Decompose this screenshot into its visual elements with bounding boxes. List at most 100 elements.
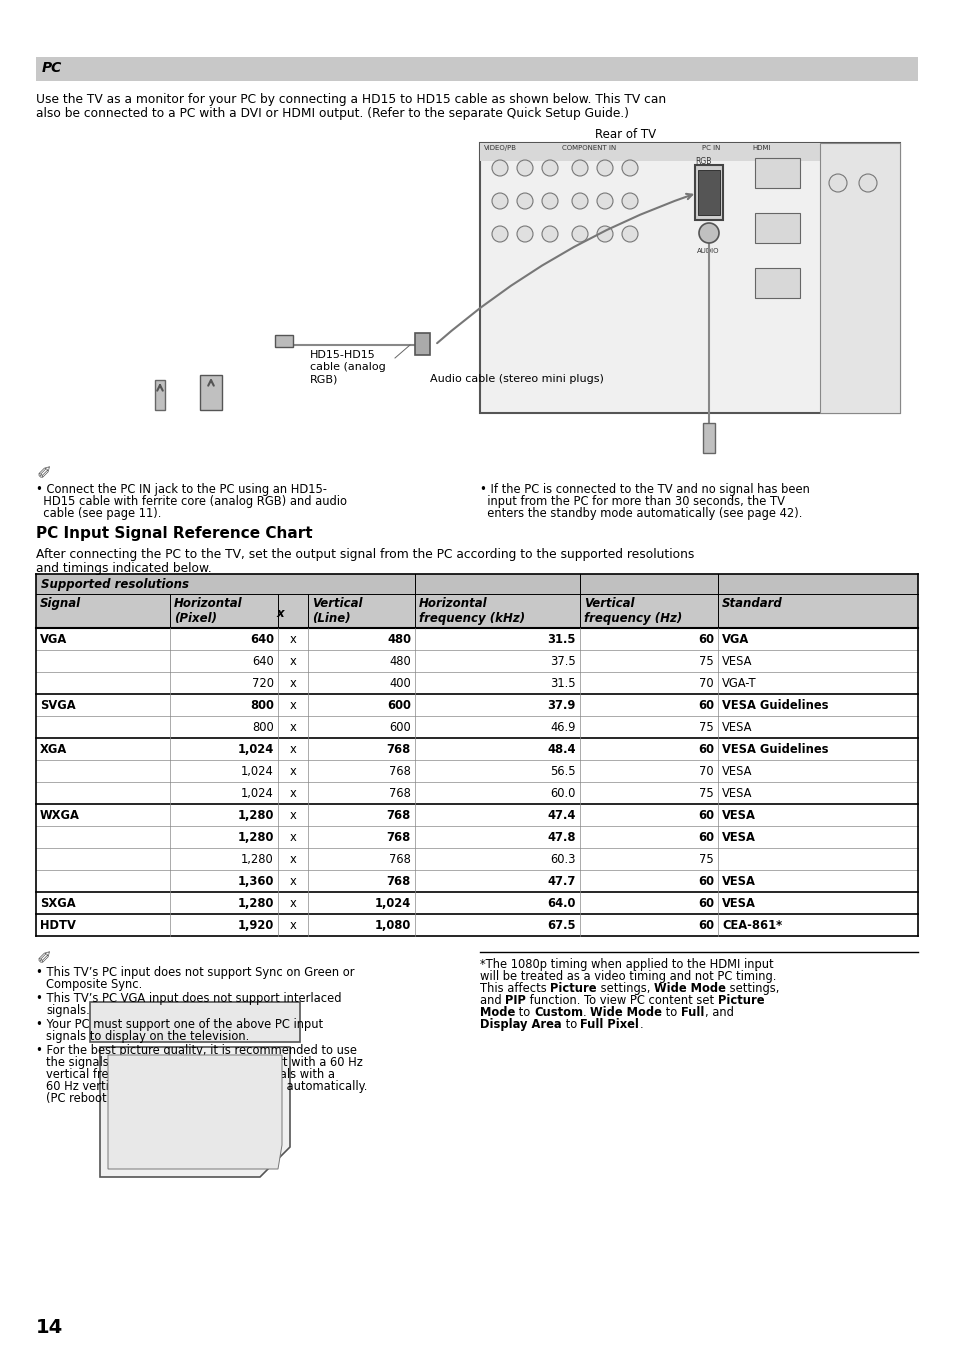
Text: 75: 75 bbox=[699, 787, 713, 801]
Circle shape bbox=[597, 160, 613, 176]
Text: PC IN: PC IN bbox=[701, 145, 720, 151]
Text: function. To view PC content set: function. To view PC content set bbox=[525, 993, 717, 1007]
Text: 1,280: 1,280 bbox=[241, 854, 274, 866]
Text: x: x bbox=[290, 875, 296, 887]
Text: 720: 720 bbox=[252, 677, 274, 689]
Text: Mode: Mode bbox=[479, 1006, 515, 1019]
Text: 47.7: 47.7 bbox=[547, 875, 576, 887]
Bar bbox=[36, 574, 917, 594]
Text: Horizontal
frequency (kHz): Horizontal frequency (kHz) bbox=[418, 597, 524, 626]
Text: Composite Sync.: Composite Sync. bbox=[46, 978, 142, 991]
Text: • This TV’s PC VGA input does not support interlaced: • This TV’s PC VGA input does not suppor… bbox=[36, 992, 341, 1006]
Circle shape bbox=[699, 223, 719, 243]
Text: This affects: This affects bbox=[479, 982, 550, 995]
Circle shape bbox=[492, 227, 507, 242]
Text: 768: 768 bbox=[389, 765, 411, 778]
Text: Custom: Custom bbox=[534, 1006, 582, 1019]
Text: PC Input Signal Reference Chart: PC Input Signal Reference Chart bbox=[36, 527, 313, 541]
Text: Rear of TV: Rear of TV bbox=[595, 128, 656, 141]
Text: will be treated as a video timing and not PC timing.: will be treated as a video timing and no… bbox=[479, 970, 776, 982]
Text: settings,: settings, bbox=[597, 982, 653, 995]
Text: 60: 60 bbox=[698, 809, 713, 822]
Text: and timings indicated below.: and timings indicated below. bbox=[36, 562, 212, 575]
Text: 600: 600 bbox=[389, 721, 411, 734]
Text: 60: 60 bbox=[698, 897, 713, 911]
Text: Full: Full bbox=[680, 1006, 704, 1019]
Text: HDTV: HDTV bbox=[40, 919, 76, 932]
Text: VESA: VESA bbox=[721, 655, 752, 668]
Text: Vertical
(Line): Vertical (Line) bbox=[312, 597, 362, 626]
Circle shape bbox=[572, 227, 587, 242]
Text: 37.9: 37.9 bbox=[547, 699, 576, 712]
Text: x: x bbox=[290, 809, 296, 822]
Bar bbox=[754, 157, 800, 189]
Text: the signals (boldfaced) in the above chart with a 60 Hz: the signals (boldfaced) in the above cha… bbox=[46, 1056, 362, 1069]
Text: Picture: Picture bbox=[550, 982, 597, 995]
Text: VGA: VGA bbox=[40, 632, 67, 646]
Bar bbox=[698, 170, 720, 214]
Bar bbox=[479, 142, 899, 161]
Text: 60: 60 bbox=[698, 830, 713, 844]
Text: 56.5: 56.5 bbox=[550, 765, 576, 778]
Circle shape bbox=[621, 193, 638, 209]
Text: 768: 768 bbox=[386, 744, 411, 756]
Text: 75: 75 bbox=[699, 854, 713, 866]
Text: .: . bbox=[582, 1006, 590, 1019]
Text: RGB): RGB) bbox=[310, 375, 338, 384]
Text: VESA Guidelines: VESA Guidelines bbox=[721, 699, 827, 712]
Text: input from the PC for more than 30 seconds, the TV: input from the PC for more than 30 secon… bbox=[479, 495, 784, 508]
Text: 31.5: 31.5 bbox=[550, 677, 576, 689]
Text: 1,920: 1,920 bbox=[237, 919, 274, 932]
Circle shape bbox=[541, 227, 558, 242]
Text: x: x bbox=[290, 854, 296, 866]
Text: 480: 480 bbox=[387, 632, 411, 646]
Text: OUTPUT: OUTPUT bbox=[821, 145, 849, 151]
Text: x: x bbox=[276, 607, 283, 620]
Text: 67.5: 67.5 bbox=[547, 919, 576, 932]
Text: 1,024: 1,024 bbox=[375, 897, 411, 911]
Bar bbox=[695, 166, 722, 220]
Text: CEA-861*: CEA-861* bbox=[721, 919, 781, 932]
Bar bbox=[754, 267, 800, 299]
Text: x: x bbox=[290, 830, 296, 844]
Text: 60: 60 bbox=[698, 699, 713, 712]
Text: x: x bbox=[290, 677, 296, 689]
Text: 70: 70 bbox=[699, 677, 713, 689]
Text: to: to bbox=[561, 1018, 579, 1031]
Text: Standard: Standard bbox=[721, 597, 781, 611]
Text: AUDIO: AUDIO bbox=[697, 248, 719, 254]
Text: VESA: VESA bbox=[721, 787, 752, 801]
Text: signals to display on the television.: signals to display on the television. bbox=[46, 1030, 249, 1044]
Text: x: x bbox=[290, 765, 296, 778]
Text: Picture: Picture bbox=[717, 993, 763, 1007]
Text: to: to bbox=[515, 1006, 534, 1019]
Text: 768: 768 bbox=[386, 830, 411, 844]
Text: WXGA: WXGA bbox=[40, 809, 80, 822]
Text: 60.3: 60.3 bbox=[550, 854, 576, 866]
Text: Wide Mode: Wide Mode bbox=[590, 1006, 661, 1019]
Text: 60: 60 bbox=[698, 919, 713, 932]
Text: 60.0: 60.0 bbox=[550, 787, 576, 801]
Circle shape bbox=[541, 193, 558, 209]
Text: VESA: VESA bbox=[721, 830, 755, 844]
Circle shape bbox=[517, 227, 533, 242]
Text: HDMI: HDMI bbox=[751, 145, 770, 151]
Text: x: x bbox=[290, 897, 296, 911]
Circle shape bbox=[572, 193, 587, 209]
Text: • Connect the PC IN jack to the PC using an HD15-: • Connect the PC IN jack to the PC using… bbox=[36, 483, 327, 497]
Text: • If the PC is connected to the TV and no signal has been: • If the PC is connected to the TV and n… bbox=[479, 483, 809, 497]
Bar bbox=[36, 594, 917, 628]
Text: 60: 60 bbox=[698, 875, 713, 887]
Text: 768: 768 bbox=[389, 854, 411, 866]
Circle shape bbox=[858, 174, 876, 191]
Text: x: x bbox=[290, 919, 296, 932]
Bar bbox=[479, 142, 899, 413]
Text: 1,280: 1,280 bbox=[237, 897, 274, 911]
Polygon shape bbox=[100, 1048, 290, 1177]
Text: 400: 400 bbox=[389, 677, 411, 689]
Text: x: x bbox=[290, 655, 296, 668]
Text: 1,360: 1,360 bbox=[237, 875, 274, 887]
Text: 768: 768 bbox=[386, 875, 411, 887]
Circle shape bbox=[572, 160, 587, 176]
Text: .: . bbox=[639, 1018, 642, 1031]
